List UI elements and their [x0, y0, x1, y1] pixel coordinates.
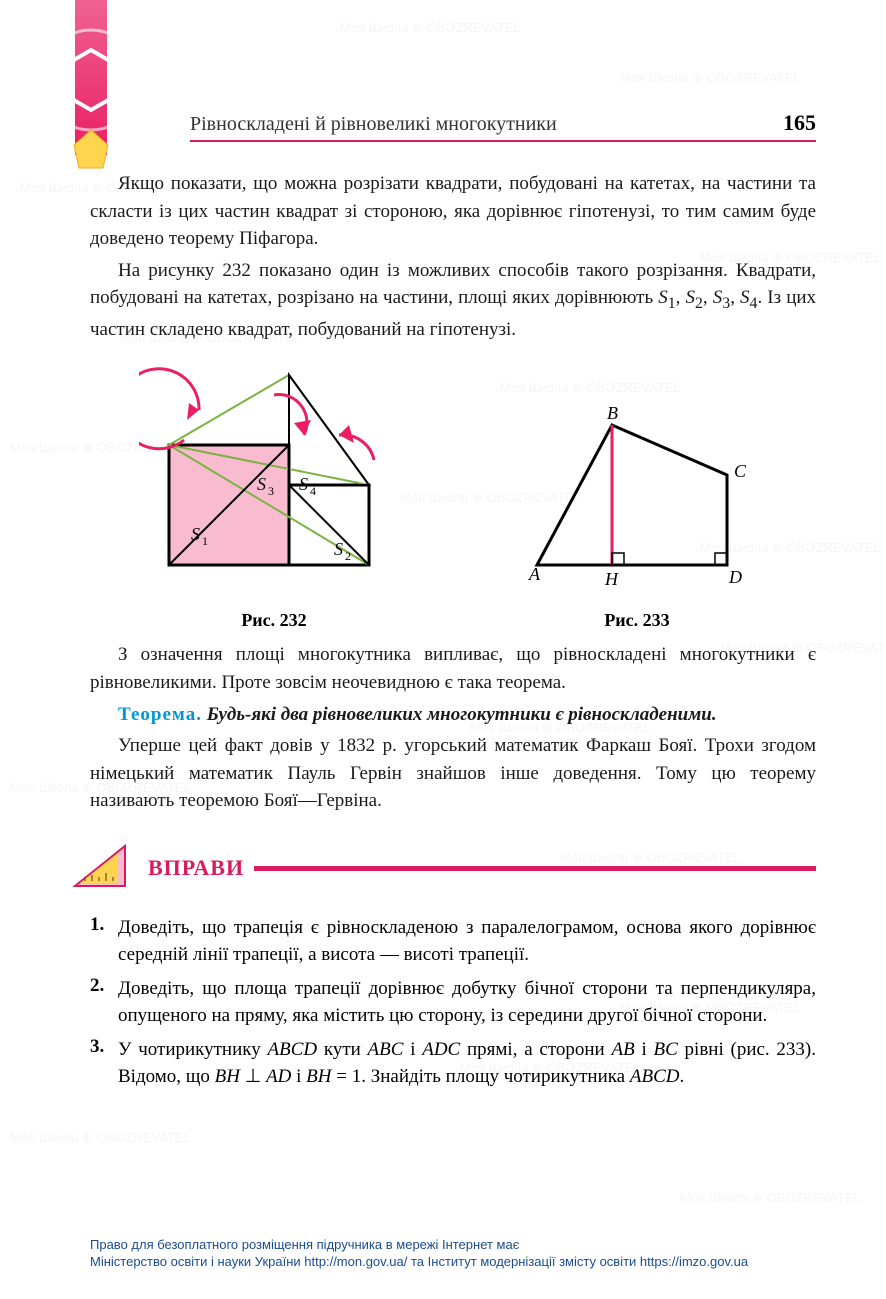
p2-s3: S — [713, 287, 723, 308]
footer-line2a: Міністерство освіти і науки України — [90, 1254, 304, 1269]
ex-text-1: Доведіть, що трапеція є рівноскладеною з… — [118, 914, 816, 969]
footer-line1: Право для безоплатного розміщення підруч… — [90, 1237, 519, 1252]
p2-c2: , — [703, 287, 713, 308]
p2-s3i: 3 — [722, 295, 730, 312]
label-H: H — [604, 569, 619, 589]
label-D: D — [728, 567, 742, 587]
p2-s1: S — [658, 287, 668, 308]
e3-t3: прямі, а сторони — [460, 1039, 611, 1060]
svg-text:S: S — [334, 539, 343, 559]
exercise-3: 3. У чотирикутнику ABCD кути ABC і ADC п… — [90, 1036, 816, 1091]
p2-s1i: 1 — [668, 295, 676, 312]
e3-t1: кути — [317, 1039, 367, 1060]
chapter-title: Рівноскладені й рівновеликі многокутники — [190, 113, 557, 136]
paragraph-2: На рисунку 232 показано один із можливих… — [90, 257, 816, 344]
exercises-header: ВПРАВИ — [70, 841, 816, 896]
paragraph-1: Якщо показати, що можна розрізати квадра… — [90, 170, 816, 253]
e3-bh2: BH — [306, 1066, 331, 1087]
svg-text:2: 2 — [345, 549, 351, 563]
footer-line2b: та Інститут модернізації змісту освіти — [407, 1254, 640, 1269]
figure-233: A B C D H Рис. 233 — [507, 405, 767, 631]
svg-text:3: 3 — [268, 484, 274, 498]
ex-num-1: 1. — [90, 914, 118, 969]
exercises-icon — [70, 841, 140, 896]
e3-perp: ⊥ — [240, 1066, 266, 1087]
figures-row: S1 S2 S3 S4 Рис. 232 A B C D H Рис. 233 — [90, 365, 816, 631]
p2-s2: S — [686, 287, 696, 308]
paragraph-3: З означення площі многокутника випливає,… — [90, 641, 816, 696]
e3-t7: . — [679, 1066, 684, 1087]
svg-text:1: 1 — [202, 534, 208, 548]
exercise-1: 1. Доведіть, що трапеція є рівноскладено… — [90, 914, 816, 969]
watermark: Моя Школа ⊕ OBOZREVATEL — [680, 1190, 861, 1206]
figure-232-svg: S1 S2 S3 S4 — [139, 365, 409, 595]
footer: Право для безоплатного розміщення підруч… — [90, 1237, 816, 1271]
theorem-text: Будь-які два рівновеликих многокутники є… — [202, 704, 717, 725]
e3-bh: BH — [215, 1066, 240, 1087]
paragraph-4: Уперше цей факт довів у 1832 р. угорськи… — [90, 732, 816, 815]
svg-text:4: 4 — [310, 484, 316, 498]
svg-text:S: S — [191, 524, 200, 544]
e3-ad: AD — [266, 1066, 291, 1087]
e3-t2: і — [403, 1039, 422, 1060]
e3-eq: = 1. Знайдіть площу чотирикутника — [332, 1066, 630, 1087]
e3-bc: BC — [654, 1039, 678, 1060]
svg-text:S: S — [299, 474, 308, 494]
p2-s4: S — [740, 287, 750, 308]
label-A: A — [528, 564, 541, 584]
figure-233-svg: A B C D H — [507, 405, 767, 595]
fig233-caption: Рис. 233 — [507, 610, 767, 631]
e3-abcd1: ABCD — [267, 1039, 317, 1060]
theorem-label: Теорема. — [118, 704, 202, 725]
ex-text-3: У чотирикутнику ABCD кути ABC і ADC прям… — [118, 1036, 816, 1091]
exercise-2: 2. Доведіть, що площа трапеції дорівнює … — [90, 975, 816, 1030]
label-C: C — [734, 461, 747, 481]
ex-text-2: Доведіть, що площа трапеції дорівнює доб… — [118, 975, 816, 1030]
ex-num-3: 3. — [90, 1036, 118, 1091]
theorem: Теорема. Будь-які два рівновеликих много… — [90, 701, 816, 729]
figure-232: S1 S2 S3 S4 Рис. 232 — [139, 365, 409, 631]
header-ornament — [0, 0, 160, 180]
p2-c3: , — [730, 287, 740, 308]
svg-text:S: S — [257, 474, 266, 494]
exercises-rule — [254, 866, 816, 871]
e3-t4: і — [635, 1039, 654, 1060]
p2-c1: , — [676, 287, 686, 308]
footer-link-1[interactable]: http://mon.gov.ua/ — [304, 1254, 407, 1269]
e3-abc: ABC — [368, 1039, 404, 1060]
e3-adc: ADC — [422, 1039, 460, 1060]
label-B: B — [607, 405, 618, 423]
e3-abcd2: ABCD — [630, 1066, 680, 1087]
exercises-title: ВПРАВИ — [148, 855, 244, 881]
e3-ab: AB — [611, 1039, 634, 1060]
fig232-caption: Рис. 232 — [139, 610, 409, 631]
footer-link-2[interactable]: https://imzo.gov.ua — [640, 1254, 748, 1269]
ex-num-2: 2. — [90, 975, 118, 1030]
e3-t6: і — [291, 1066, 306, 1087]
watermark: Моя Школа ⊕ OBOZREVATEL — [10, 1130, 191, 1146]
e3-a: У чотирикутнику — [118, 1039, 267, 1060]
page-number: 165 — [783, 110, 816, 136]
page-header: Рівноскладені й рівновеликі многокутники… — [190, 110, 816, 142]
p2-s2i: 2 — [695, 295, 703, 312]
